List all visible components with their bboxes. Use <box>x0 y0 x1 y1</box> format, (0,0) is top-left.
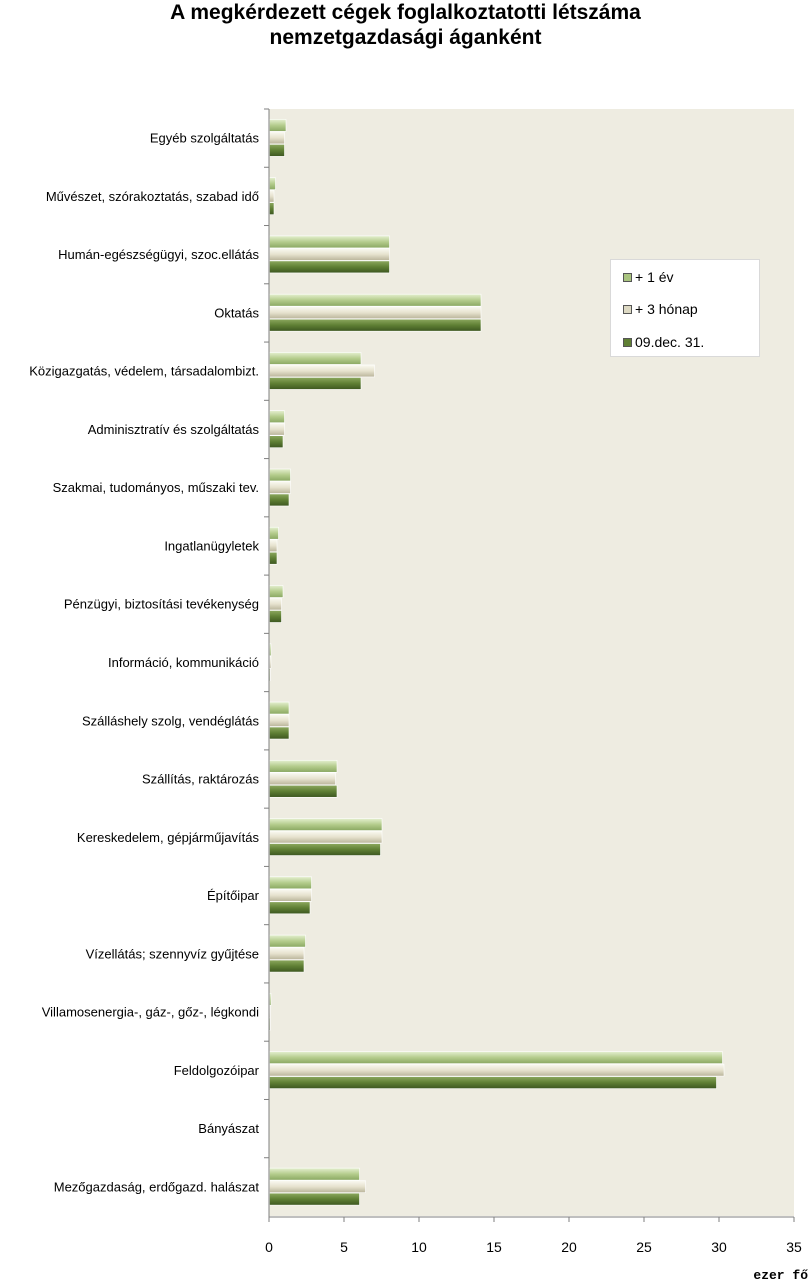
category-label: Szakmai, tudományos, műszaki tev. <box>53 480 259 495</box>
bar-1-6 <box>269 410 285 423</box>
bar-2-7 <box>269 481 291 494</box>
category-label: Szálláshely szolg, vendéglátás <box>82 713 260 728</box>
bar-2-4 <box>269 306 482 319</box>
bar-2-14 <box>269 889 312 902</box>
category-label: Humán-egészségügyi, szoc.ellátás <box>58 247 259 262</box>
bar-2-10 <box>269 655 272 669</box>
bar-1-1 <box>269 119 287 132</box>
bar-3-12 <box>269 784 338 798</box>
category-label: Oktatás <box>214 305 259 320</box>
category-label: Feldolgozóipar <box>174 1063 260 1078</box>
legend-swatch-dec-31 <box>623 337 632 347</box>
category-label: Közigazgatás, védelem, társadalombizt. <box>29 364 259 379</box>
bar-1-8 <box>269 526 279 540</box>
bar-2-5 <box>269 364 375 378</box>
bar-1-7 <box>269 468 291 482</box>
bar-1-12 <box>269 759 338 773</box>
category-label: Mezőgazdaság, erdőgazd. halászat <box>54 1179 260 1194</box>
bar-2-3 <box>269 248 390 261</box>
x-tick-label: 5 <box>340 1239 348 1255</box>
bar-2-11 <box>269 714 290 727</box>
bar-3-15 <box>269 959 305 973</box>
bar-3-7 <box>269 493 290 507</box>
chart-title-line-2: nemzetgazdasági áganként <box>269 26 542 49</box>
bar-1-5 <box>269 352 362 365</box>
bar-3-14 <box>269 901 311 915</box>
bar-1-3 <box>269 235 390 249</box>
bar-2-17 <box>269 1063 725 1077</box>
bar-3-19 <box>269 1192 360 1206</box>
bar-3-16 <box>269 1018 271 1031</box>
bar-1-14 <box>269 876 312 890</box>
category-label: Egyéb szolgáltatás <box>150 131 260 146</box>
bar-1-9 <box>269 585 284 598</box>
category-label: Művészet, szórakoztatás, szabad idő <box>46 189 259 204</box>
x-tick-label: 15 <box>486 1239 502 1255</box>
x-tick-label: 0 <box>265 1239 273 1255</box>
bar-2-2 <box>269 189 275 203</box>
legend-item-plus-3-months: + 3 hónap <box>623 299 698 319</box>
legend-item-plus-1-year: + 1 év <box>623 267 674 287</box>
bar-2-9 <box>269 597 282 611</box>
x-tick-label: 30 <box>711 1239 727 1255</box>
x-tick-label: 35 <box>786 1239 802 1255</box>
bar-2-19 <box>269 1180 366 1193</box>
legend-swatch-plus-1-year <box>623 272 632 282</box>
chart-title: A megkérdezett cégek foglalkoztatotti lé… <box>0 0 811 50</box>
legend-label-dec-31: 09.dec. 31. <box>635 334 705 350</box>
category-label: Bányászat <box>198 1121 259 1136</box>
bar-3-9 <box>269 610 282 623</box>
bar-1-11 <box>269 701 290 715</box>
bar-2-8 <box>269 539 278 553</box>
bar-1-2 <box>269 177 276 190</box>
legend-label-plus-3-months: + 3 hónap <box>635 301 698 317</box>
category-label: Ingatlanügyletek <box>164 538 259 553</box>
bar-1-16 <box>269 993 272 1006</box>
category-label: Pénzügyi, biztosítási tevékenység <box>64 597 259 612</box>
x-tick-label: 20 <box>561 1239 577 1255</box>
bar-3-13 <box>269 843 381 856</box>
bar-2-12 <box>269 772 336 786</box>
x-tick-label: 10 <box>411 1239 427 1255</box>
category-label: Információ, kommunikáció <box>108 655 259 670</box>
category-label: Villamosenergia-, gáz-, gőz-, légkondi <box>42 1005 259 1020</box>
bar-1-17 <box>269 1051 723 1064</box>
bar-3-4 <box>269 318 482 332</box>
bar-1-10 <box>269 643 272 657</box>
category-label: Vízellátás; szennyvíz gyűjtése <box>86 946 259 961</box>
bar-3-6 <box>269 435 284 448</box>
legend-label-plus-1-year: + 1 év <box>635 269 674 285</box>
bar-2-6 <box>269 422 285 436</box>
bar-3-5 <box>269 377 362 390</box>
bar-2-15 <box>269 947 305 960</box>
bar-3-2 <box>269 202 275 215</box>
bar-1-19 <box>269 1167 360 1181</box>
x-tick-label: 25 <box>636 1239 652 1255</box>
bar-2-1 <box>269 131 285 145</box>
category-label: Építőipar <box>207 888 260 903</box>
bar-2-13 <box>269 830 383 844</box>
bar-1-4 <box>269 293 482 307</box>
category-label: Szállítás, raktározás <box>142 772 260 787</box>
legend-swatch-plus-3-months <box>623 304 632 314</box>
chart-title-line-1: A megkérdezett cégek foglalkoztatotti lé… <box>170 1 641 24</box>
bar-3-11 <box>269 726 290 740</box>
legend-item-dec-31: 09.dec. 31. <box>623 332 704 352</box>
bar-1-15 <box>269 934 306 948</box>
bar-3-1 <box>269 144 285 157</box>
bar-3-8 <box>269 551 278 565</box>
legend: + 1 év + 3 hónap 09.dec. 31. <box>610 259 760 357</box>
bar-2-16 <box>269 1005 271 1019</box>
bar-3-10 <box>269 668 271 682</box>
bar-3-17 <box>269 1076 717 1089</box>
unit-label: ezer fő <box>753 1268 808 1283</box>
category-label: Kereskedelem, gépjárműjavítás <box>77 830 260 845</box>
category-label: Adminisztratív és szolgáltatás <box>88 422 260 437</box>
bar-3-3 <box>269 260 390 274</box>
bar-1-13 <box>269 818 383 831</box>
